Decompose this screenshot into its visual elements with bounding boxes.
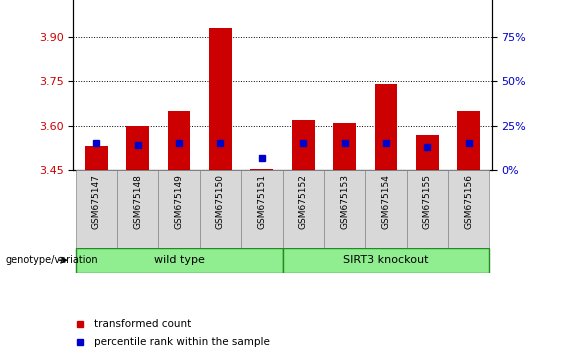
- Bar: [375, 84, 397, 170]
- FancyBboxPatch shape: [76, 170, 117, 248]
- FancyBboxPatch shape: [158, 170, 199, 248]
- FancyBboxPatch shape: [282, 170, 324, 248]
- FancyBboxPatch shape: [407, 170, 448, 248]
- FancyBboxPatch shape: [117, 170, 158, 248]
- Bar: [416, 135, 439, 170]
- FancyBboxPatch shape: [282, 248, 489, 273]
- FancyBboxPatch shape: [241, 170, 282, 248]
- Text: wild type: wild type: [154, 255, 205, 265]
- Text: GSM675154: GSM675154: [381, 174, 390, 229]
- FancyBboxPatch shape: [199, 170, 241, 248]
- Text: GSM675151: GSM675151: [257, 174, 266, 229]
- Bar: [126, 126, 149, 170]
- Text: GSM675148: GSM675148: [133, 174, 142, 229]
- Bar: [209, 28, 232, 170]
- Text: SIRT3 knockout: SIRT3 knockout: [344, 255, 429, 265]
- Text: GSM675156: GSM675156: [464, 174, 473, 229]
- Text: transformed count: transformed count: [94, 319, 191, 329]
- Text: genotype/variation: genotype/variation: [6, 255, 98, 265]
- Text: GSM675147: GSM675147: [92, 174, 101, 229]
- Text: GSM675150: GSM675150: [216, 174, 225, 229]
- Bar: [250, 169, 273, 170]
- FancyBboxPatch shape: [324, 170, 366, 248]
- Text: GSM675149: GSM675149: [175, 174, 184, 229]
- Bar: [85, 146, 107, 170]
- FancyBboxPatch shape: [366, 170, 407, 248]
- Text: GSM675153: GSM675153: [340, 174, 349, 229]
- Bar: [333, 123, 356, 170]
- Bar: [292, 120, 315, 170]
- Bar: [458, 111, 480, 170]
- Bar: [168, 111, 190, 170]
- FancyBboxPatch shape: [76, 248, 282, 273]
- Text: GSM675155: GSM675155: [423, 174, 432, 229]
- Text: GSM675152: GSM675152: [299, 174, 308, 229]
- Text: percentile rank within the sample: percentile rank within the sample: [94, 337, 270, 347]
- FancyBboxPatch shape: [448, 170, 489, 248]
